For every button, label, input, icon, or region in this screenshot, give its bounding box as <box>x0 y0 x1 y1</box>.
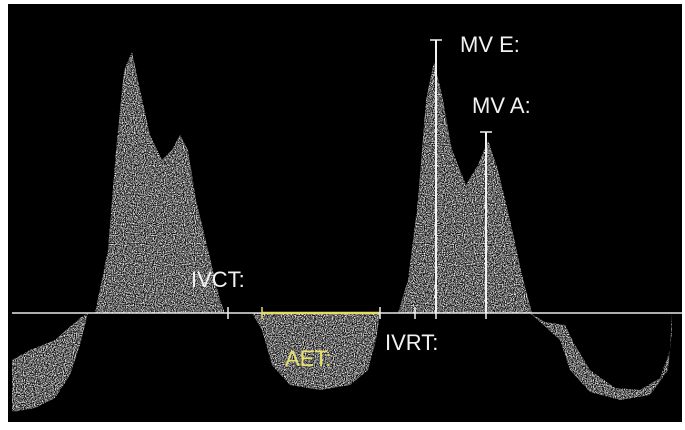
aet-label: AET: <box>285 346 331 371</box>
page: {"labels": {"mv_e": "MV E:", "mv_a": "MV… <box>0 0 685 430</box>
ivrt-label: IVRT: <box>385 330 438 355</box>
mv-a-label: MV A: <box>472 93 531 118</box>
mv-e-label: MV E: <box>460 32 520 57</box>
ivct-label: IVCT: <box>191 267 245 292</box>
doppler-screenshot: MV E: MV A: IVCT: AET: IVRT: <box>0 0 685 430</box>
